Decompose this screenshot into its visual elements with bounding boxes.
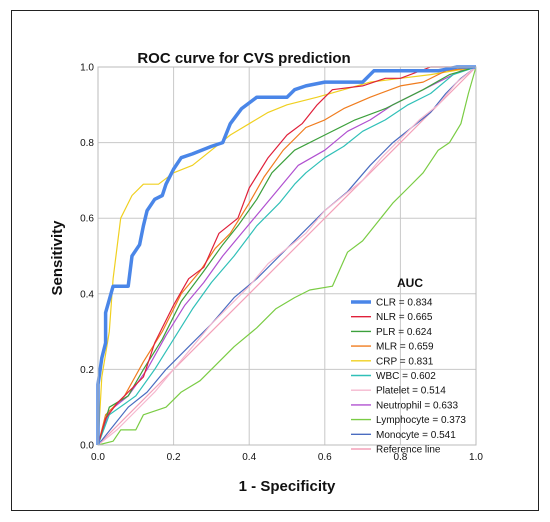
legend-label-1: NLR = 0.665 bbox=[376, 312, 433, 323]
legend-label-2: PLR = 0.624 bbox=[376, 327, 432, 338]
series-line-5 bbox=[97, 66, 477, 446]
legend: AUC CLR = 0.834 NLR = 0.665 PLR = 0.624 MLR… bbox=[351, 276, 466, 456]
legend-label-6: Platelet = 0.514 bbox=[376, 386, 446, 397]
legend-title: AUC bbox=[397, 276, 423, 290]
chart-frame: ROC curve for CVS prediction 0.0 0.2 0.4 0.… bbox=[11, 10, 539, 511]
series-line-4 bbox=[97, 66, 477, 446]
y-tick-label: 1.0 bbox=[80, 63, 94, 74]
y-tick-label: 0.8 bbox=[80, 138, 94, 149]
axes bbox=[97, 66, 477, 446]
x-tick-label: 0.2 bbox=[167, 452, 181, 463]
legend-label-9: Monocyte = 0.541 bbox=[376, 430, 456, 441]
x-axis-label: 1 - Specificity bbox=[239, 478, 336, 495]
y-tick-label: 0.6 bbox=[80, 214, 94, 225]
plot-border bbox=[97, 66, 477, 446]
series-line-2 bbox=[97, 66, 477, 446]
series-group bbox=[96, 65, 477, 446]
x-tick-label: 0.4 bbox=[242, 452, 256, 463]
roc-chart: ROC curve for CVS prediction 0.0 0.2 0.4 0.… bbox=[49, 50, 483, 495]
series-line-10 bbox=[97, 66, 477, 446]
series-line-3 bbox=[97, 66, 477, 446]
series-line-6 bbox=[97, 66, 477, 446]
series-line-0 bbox=[96, 65, 476, 445]
series-line-1 bbox=[97, 66, 476, 446]
y-tick-labels: 0.0 0.2 0.4 0.6 0.8 1.0 bbox=[80, 63, 94, 452]
legend-label-7: Neutrophil = 0.633 bbox=[376, 400, 458, 411]
legend-label-10: Reference line bbox=[376, 445, 441, 456]
y-tick-label: 0.0 bbox=[80, 441, 94, 452]
legend-label-4: CRP = 0.831 bbox=[376, 356, 434, 367]
x-tick-label: 0.6 bbox=[318, 452, 332, 463]
x-tick-label: 0.0 bbox=[91, 452, 105, 463]
legend-label-0: CLR = 0.834 bbox=[376, 298, 433, 309]
x-tick-label: 1.0 bbox=[469, 452, 483, 463]
legend-label-8: Lymphocyte = 0.373 bbox=[376, 415, 466, 426]
y-tick-label: 0.4 bbox=[80, 289, 94, 300]
legend-label-3: MLR = 0.659 bbox=[376, 342, 434, 353]
legend-label-5: WBC = 0.602 bbox=[376, 371, 436, 382]
x-tick-label: 0.8 bbox=[393, 452, 407, 463]
y-tick-label: 0.2 bbox=[80, 365, 94, 376]
y-axis-label: Sensitivity bbox=[49, 220, 66, 296]
chart-title: ROC curve for CVS prediction bbox=[137, 50, 350, 67]
x-tick-labels: 0.0 0.2 0.4 0.6 0.8 1.0 bbox=[91, 452, 483, 463]
series-line-8 bbox=[97, 66, 477, 446]
